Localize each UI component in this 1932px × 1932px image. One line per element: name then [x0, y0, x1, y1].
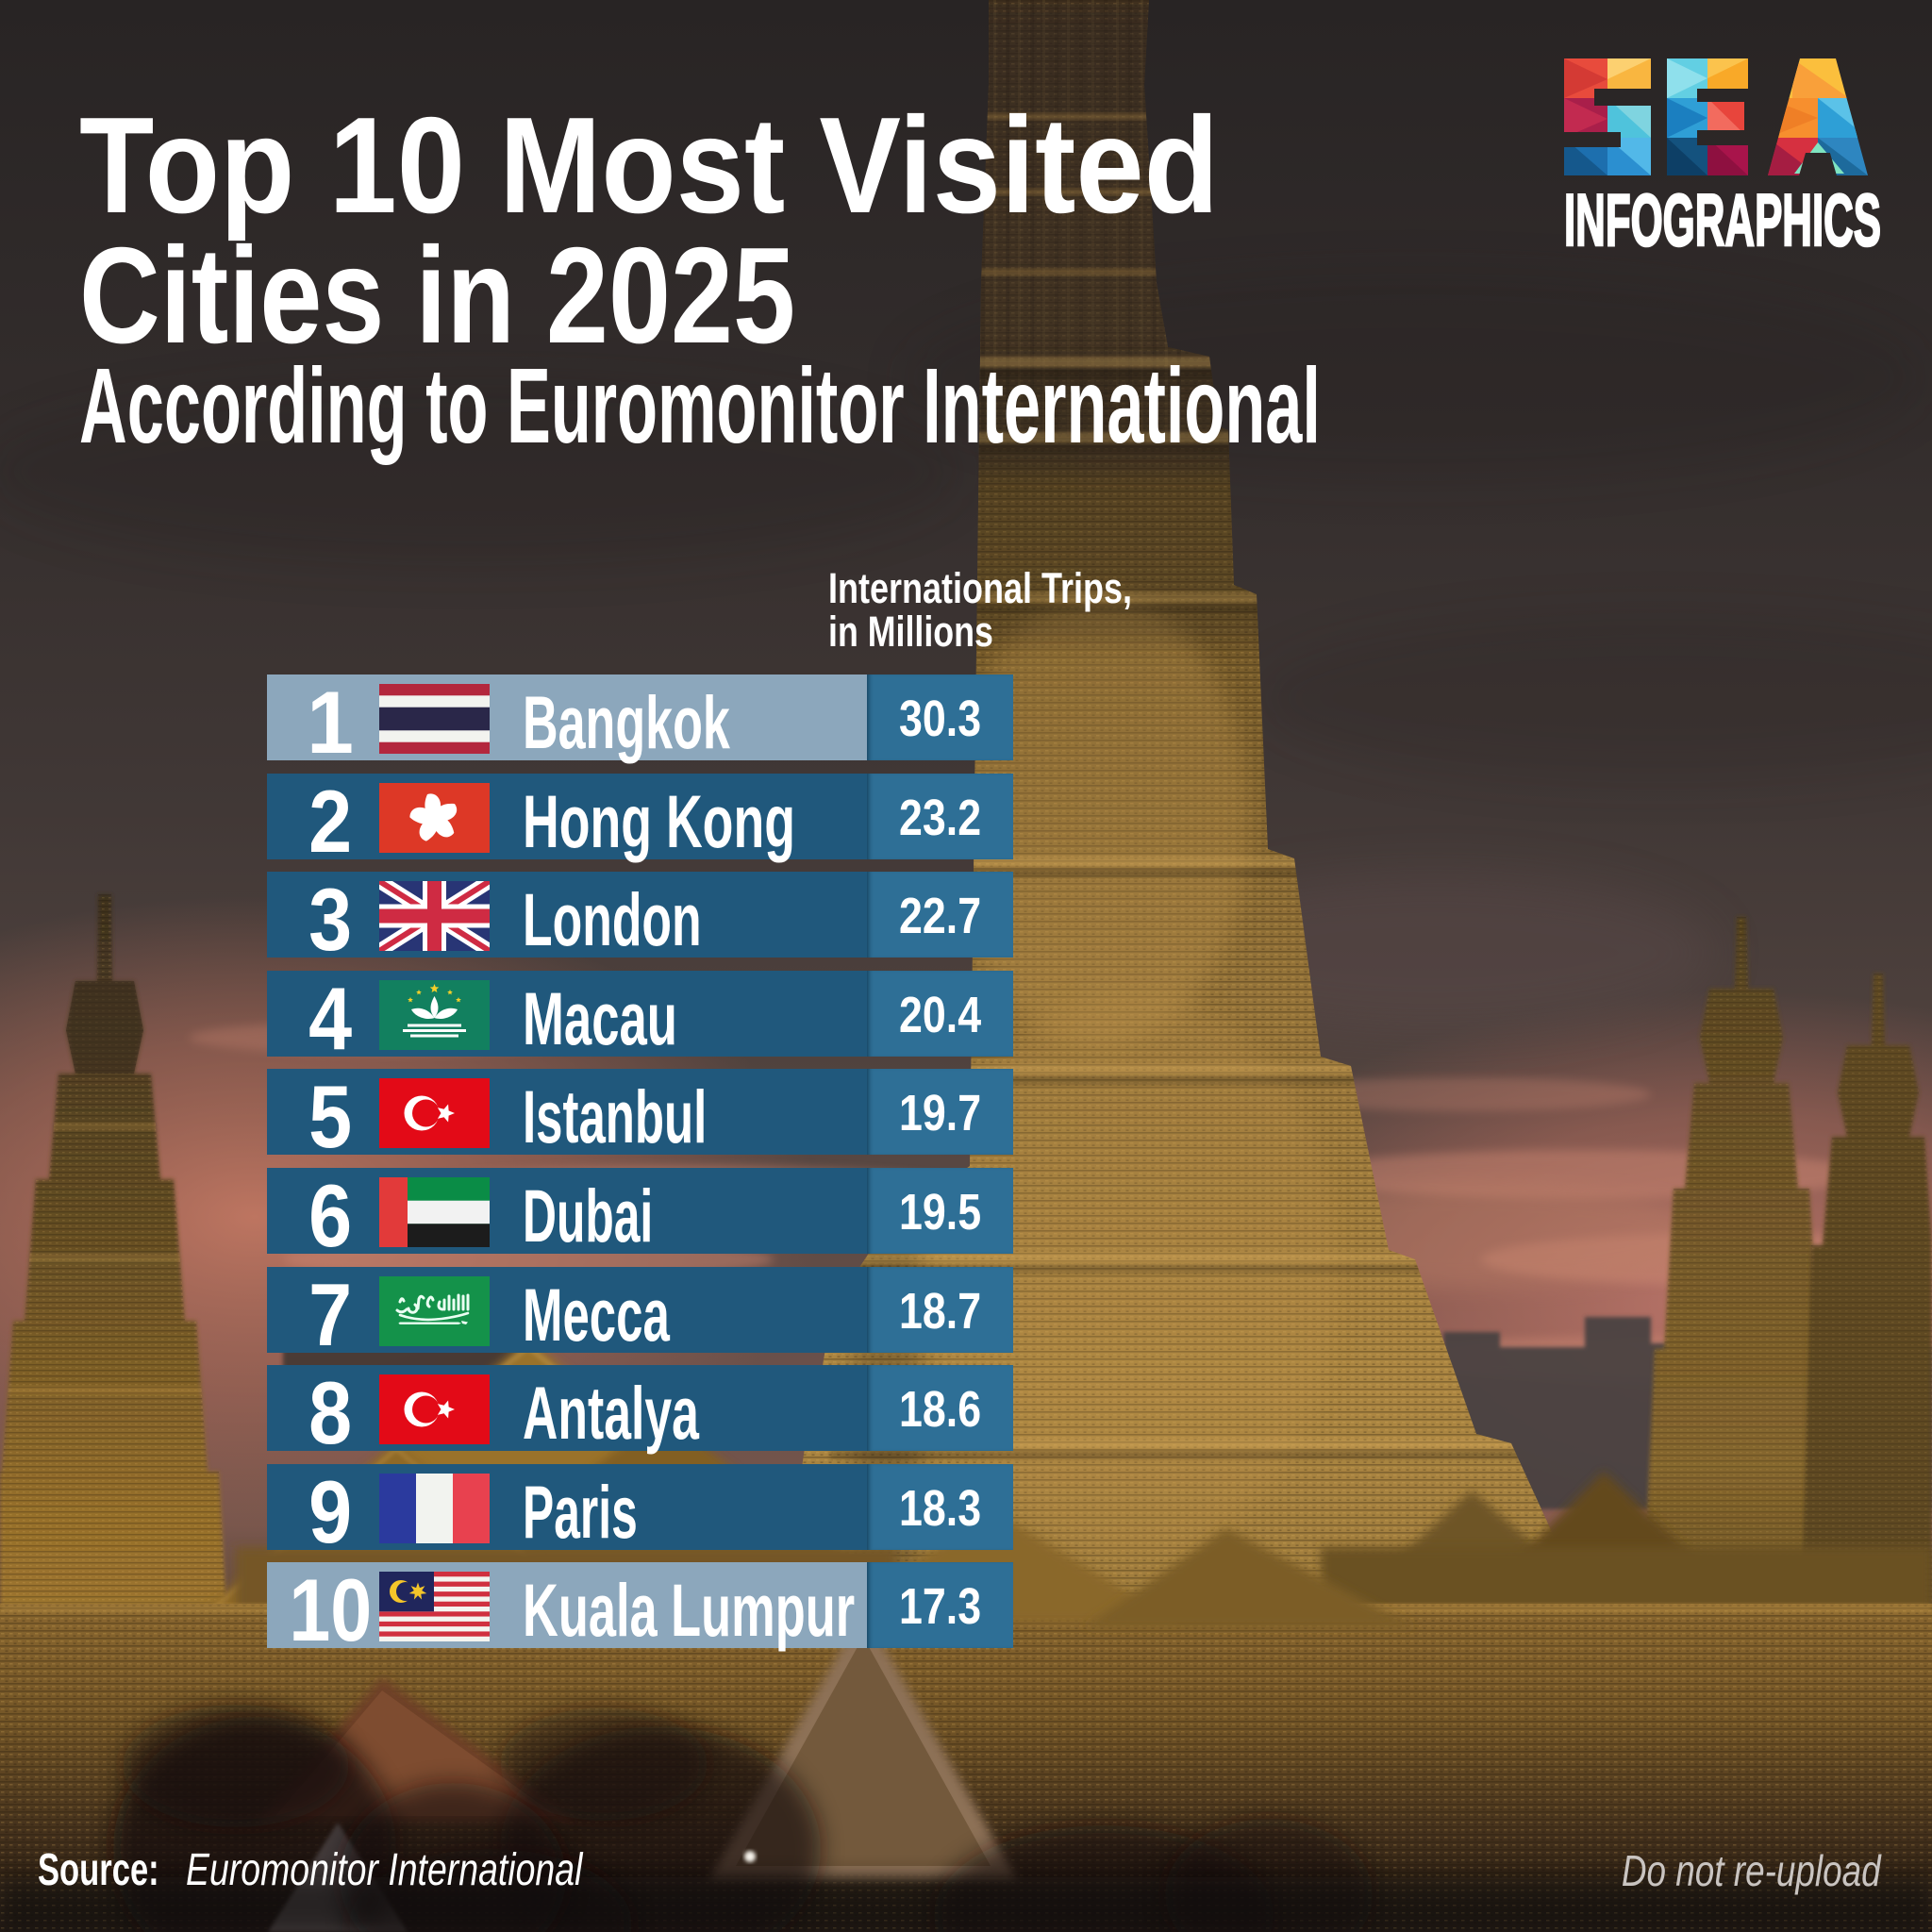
svg-text:INFOGRAPHICS: INFOGRAPHICS: [1564, 178, 1881, 251]
